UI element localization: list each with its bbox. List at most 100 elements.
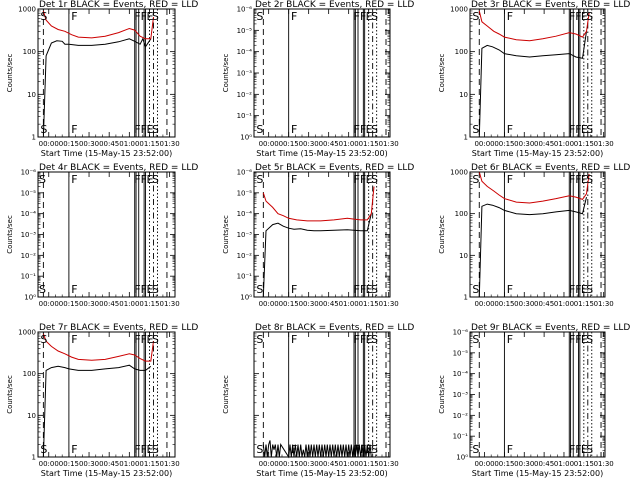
interval-marker-label-top: S: [472, 10, 479, 23]
x-axis-label: Start Time (15-May-15 23:52:00): [256, 469, 387, 478]
y-axis-label: Counts/sec: [438, 375, 446, 414]
y-tick-label: 10⁻²: [237, 252, 253, 260]
x-tick-label: 00:30: [514, 460, 534, 468]
interval-marker-label: S: [256, 123, 263, 136]
y-tick-label: 1000: [450, 169, 468, 177]
x-tick-label: 00:00: [474, 460, 494, 468]
interval-marker-label-top: S: [472, 333, 479, 346]
x-tick-label: 01:15: [139, 140, 159, 148]
panel-title: Det 1r BLACK = Events, RED = LLD: [39, 0, 198, 10]
plot-frame: [37, 331, 176, 458]
y-tick-label: 100: [23, 48, 36, 56]
x-tick-label: 01:00: [554, 460, 574, 468]
interval-marker-label-top: E: [366, 10, 373, 23]
y-tick-label: 10⁰: [240, 134, 252, 142]
panel-title: Det 6r BLACK = Events, RED = LLD: [471, 163, 630, 173]
interval-marker-label-top: E: [146, 10, 153, 23]
x-tick-label: 00:30: [514, 300, 534, 308]
interval-marker-label-top: FF: [354, 333, 367, 346]
interval-marker-label-top: F: [291, 173, 297, 186]
events-series-line: [42, 364, 152, 458]
interval-marker-label: FF: [569, 283, 582, 296]
x-tick-label: 00:00: [259, 300, 279, 308]
x-tick-label: 01:00: [339, 460, 359, 468]
y-tick-label: 10⁻¹: [237, 273, 253, 281]
interval-marker-label-top: S: [39, 173, 46, 186]
y-tick-label: 10⁻⁶: [21, 169, 37, 177]
interval-marker-label-top: FF: [569, 10, 582, 23]
interval-marker-label: E: [581, 123, 588, 136]
interval-marker-label-top: F: [507, 10, 513, 23]
x-tick-label: 00:00: [259, 460, 279, 468]
y-tick-label: 10⁻⁶: [237, 169, 253, 177]
interval-marker-label-top: F: [507, 173, 513, 186]
x-tick-label: 00:45: [99, 300, 119, 308]
interval-marker-label-top: E: [581, 173, 588, 186]
x-tick-label: 01:15: [139, 460, 159, 468]
x-tick-label: 00:45: [534, 140, 554, 148]
y-tick-label: 10⁻⁴: [453, 370, 469, 378]
y-axis-label: Counts/sec: [6, 215, 14, 254]
interval-marker-label: S: [39, 283, 46, 296]
x-tick-label: 01:15: [359, 460, 379, 468]
plot-frame: [253, 8, 391, 138]
x-tick-label: 00:15: [494, 300, 514, 308]
x-tick-label: 00:45: [319, 300, 339, 308]
x-tick-label: 01:00: [339, 140, 359, 148]
y-axis-label: Counts/sec: [6, 54, 14, 93]
y-tick-label: 10⁰: [240, 294, 252, 302]
interval-marker-label: F: [507, 123, 513, 136]
lld-series-line: [42, 333, 154, 362]
interval-marker-label-top: E: [581, 10, 588, 23]
y-tick-label: 10⁰: [24, 294, 36, 302]
interval-marker-label: FF: [134, 443, 147, 456]
panel-det-3: Det 3r BLACK = Events, RED = LLD Counts/s…: [438, 0, 630, 158]
interval-marker-label-top: S: [371, 173, 378, 186]
y-tick-label: 10⁻²: [21, 252, 37, 260]
interval-marker-label: E: [146, 123, 153, 136]
interval-marker-label: S: [472, 443, 479, 456]
x-tick-label: 00:00: [39, 460, 59, 468]
interval-marker-label: E: [366, 443, 373, 456]
lld-series-line: [262, 186, 375, 222]
interval-marker-label-top: S: [586, 10, 593, 23]
interval-marker-label-top: E: [146, 173, 153, 186]
y-tick-label: 10⁻⁵: [237, 27, 253, 35]
interval-marker-label-top: FF: [354, 10, 367, 23]
interval-marker-label-top: E: [366, 333, 373, 346]
interval-marker-label-top: S: [472, 173, 479, 186]
events-series-line: [42, 37, 152, 138]
x-tick-label: 00:45: [534, 300, 554, 308]
interval-marker-label-top: S: [152, 173, 159, 186]
x-axis-label: Start Time (15-May-15 23:52:00): [41, 149, 172, 158]
interval-marker-label: S: [586, 283, 593, 296]
x-axis-label: Start Time (15-May-15 23:52:00): [256, 149, 387, 158]
x-tick-label: 01:30: [160, 300, 180, 308]
y-tick-label: 100: [455, 210, 468, 218]
x-tick-label: 01:15: [574, 300, 594, 308]
lld-series-line: [42, 10, 154, 40]
y-tick-label: 1: [32, 134, 36, 142]
y-tick-label: 10⁻⁵: [21, 189, 37, 197]
interval-marker-label: S: [256, 283, 263, 296]
interval-marker-label: FF: [569, 443, 582, 456]
panel-title: Det 7r BLACK = Events, RED = LLD: [39, 323, 198, 333]
panel-title: Det 3r BLACK = Events, RED = LLD: [471, 0, 630, 10]
y-tick-label: 10⁻⁶: [453, 329, 469, 337]
x-tick-label: 00:30: [299, 300, 319, 308]
y-tick-label: 10⁻⁴: [237, 48, 253, 56]
y-tick-label: 10⁻¹: [237, 112, 253, 120]
y-tick-label: 1000: [18, 329, 36, 337]
interval-marker-label-top: S: [586, 333, 593, 346]
interval-marker-label: FF: [569, 123, 582, 136]
interval-marker-label: F: [71, 283, 77, 296]
interval-marker-label: S: [152, 123, 159, 136]
y-axis-label: Counts/sec: [222, 54, 230, 93]
y-tick-label: 10⁻²: [453, 412, 469, 420]
interval-marker-label-top: FF: [569, 173, 582, 186]
interval-marker-label: S: [256, 443, 263, 456]
x-tick-label: 00:15: [279, 140, 299, 148]
y-tick-label: 10⁻³: [237, 70, 253, 78]
interval-marker-label-top: E: [366, 173, 373, 186]
x-tick-label: 00:45: [99, 460, 119, 468]
